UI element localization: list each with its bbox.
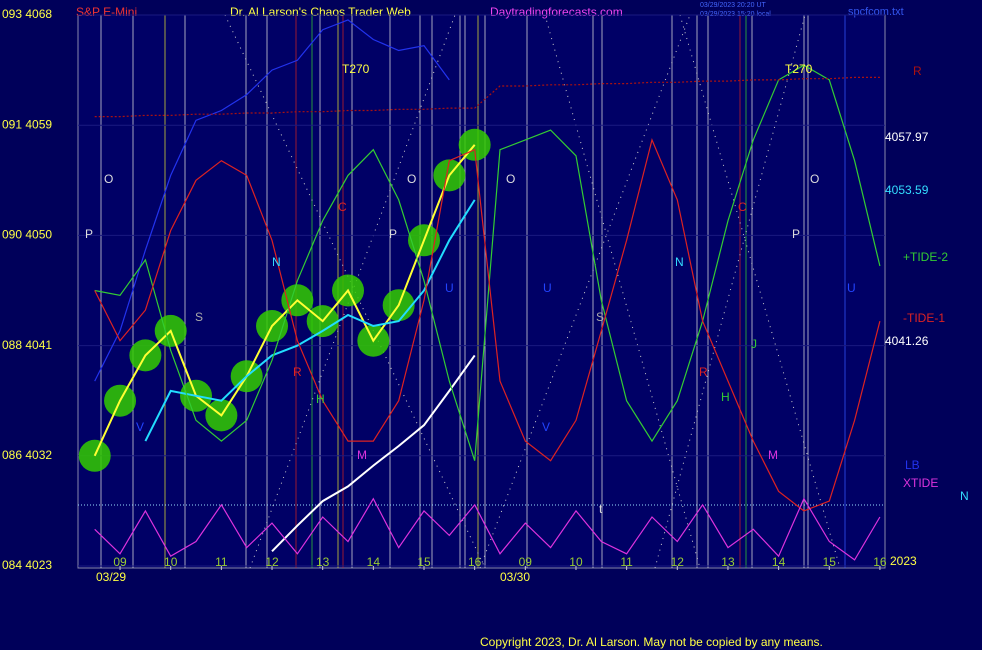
annotation: S	[596, 310, 604, 324]
x-tick-label: 16	[873, 555, 887, 569]
x-tick-label: 15	[417, 555, 431, 569]
annotation: P	[389, 227, 397, 241]
annotation: C	[738, 200, 747, 214]
x-tick-label: 13	[721, 555, 735, 569]
plot-area	[77, 14, 886, 569]
annotation: N	[272, 255, 281, 269]
annotation: T270	[785, 62, 813, 76]
dotted-diagonal	[479, 14, 691, 569]
annotation: R	[293, 365, 302, 379]
chart-title: Dr. Al Larson's Chaos Trader Web	[230, 5, 411, 19]
annotation: J	[751, 337, 757, 351]
annotation: M	[357, 448, 367, 462]
annotation: O	[506, 172, 515, 186]
annotation: N	[675, 255, 684, 269]
price-label: 4057.97	[885, 130, 929, 144]
annotation: O	[104, 172, 113, 186]
x-tick-label: 09	[519, 555, 533, 569]
y-tick-label: 088 4041	[2, 338, 52, 352]
series-line	[94, 497, 881, 561]
series-label: XTIDE	[903, 476, 938, 490]
series-line	[144, 199, 476, 442]
instrument: S&P E-Mini	[76, 5, 137, 19]
annotation: P	[792, 227, 800, 241]
x-tick-label: 12	[671, 555, 685, 569]
x-tick-label: 14	[772, 555, 786, 569]
x-tick-label: 11	[620, 555, 633, 569]
x-tick-label: 14	[367, 555, 381, 569]
x-tick-label: 11	[215, 555, 228, 569]
x-tick-label: 15	[823, 555, 837, 569]
annotation: O	[407, 172, 416, 186]
y-tick-label: 093 4068	[2, 7, 52, 21]
annotation: M	[768, 448, 778, 462]
right-note: N	[960, 489, 969, 503]
price-label: 4053.59	[885, 183, 929, 197]
x-tick-label: 16	[468, 555, 482, 569]
series-line	[94, 138, 881, 512]
website: Daytradingforecasts.com	[490, 5, 623, 19]
series-line	[94, 19, 450, 382]
series-label: R	[913, 64, 922, 78]
x-tick-label: 10	[164, 555, 178, 569]
x-tick-label: 13	[316, 555, 330, 569]
date-label: 03/30	[500, 570, 530, 584]
annotation: H	[721, 390, 730, 404]
annotation: S	[195, 310, 203, 324]
annotation: V	[136, 420, 144, 434]
y-tick-label: 084 4023	[2, 558, 52, 572]
x-tick-label: 09	[113, 555, 127, 569]
annotation: U	[543, 281, 552, 295]
annotation: R	[699, 365, 708, 379]
y-tick-label: 090 4050	[2, 228, 52, 242]
annotation: O	[810, 172, 819, 186]
copyright: Copyright 2023, Dr. Al Larson. May not b…	[480, 635, 823, 649]
annotation: H	[316, 392, 325, 406]
annotation: U	[445, 281, 454, 295]
series-line	[94, 76, 880, 118]
series-line	[94, 64, 881, 461]
annotation: T270	[342, 62, 370, 76]
date-label: 03/29	[96, 570, 126, 584]
annotation: V	[542, 420, 550, 434]
year: 2023	[890, 554, 917, 568]
series-line	[93, 144, 476, 457]
annotation: P	[85, 227, 93, 241]
timestamp: 03/29/2023 20:20 UT	[700, 2, 766, 9]
annotation: t	[599, 502, 603, 516]
x-tick-label: 12	[265, 555, 279, 569]
series-label: +TIDE-2	[903, 250, 948, 264]
series-label: -TIDE-1	[903, 311, 945, 325]
y-tick-label: 086 4032	[2, 448, 52, 462]
x-tick-label: 10	[569, 555, 583, 569]
series-line	[271, 354, 476, 553]
y-tick-label: 091 4059	[2, 117, 52, 131]
annotation: C	[338, 200, 347, 214]
timestamp: 03/29/2023 15:20 local	[700, 11, 771, 18]
price-label: 4041.26	[885, 334, 929, 348]
series-label: LB	[905, 458, 920, 472]
annotation: U	[847, 281, 856, 295]
decor	[78, 14, 885, 569]
filename: spcfcom.txt	[848, 6, 904, 18]
